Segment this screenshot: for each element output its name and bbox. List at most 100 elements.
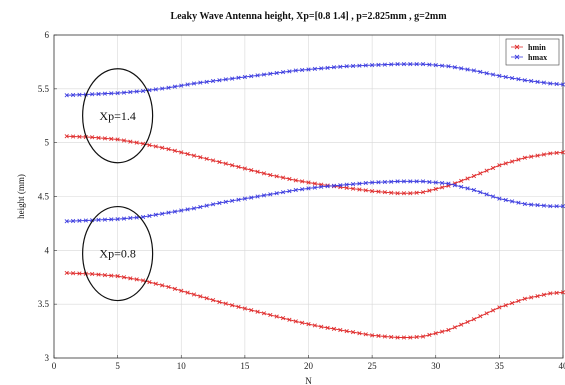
data-point bbox=[338, 327, 343, 333]
data-point bbox=[242, 74, 247, 80]
data-point bbox=[484, 71, 489, 76]
data-point bbox=[325, 184, 330, 189]
data-point bbox=[376, 333, 381, 339]
data-point bbox=[134, 140, 139, 145]
data-point bbox=[395, 61, 400, 67]
data-point bbox=[198, 155, 203, 160]
data-point bbox=[293, 187, 298, 193]
x-tick-label: 40 bbox=[559, 361, 565, 371]
data-point bbox=[548, 81, 553, 86]
data-point bbox=[370, 63, 375, 68]
data-point bbox=[274, 70, 279, 76]
data-point bbox=[560, 82, 565, 87]
data-point bbox=[185, 82, 190, 87]
data-point bbox=[77, 271, 82, 276]
data-point bbox=[191, 206, 197, 211]
data-point bbox=[166, 210, 171, 215]
data-point bbox=[217, 159, 222, 165]
data-point bbox=[255, 194, 260, 199]
data-point bbox=[560, 150, 565, 155]
data-point bbox=[560, 290, 565, 295]
series-hmin-Xp08 bbox=[64, 270, 565, 340]
data-point bbox=[535, 153, 540, 158]
x-axis-label: N bbox=[305, 376, 312, 385]
data-point bbox=[223, 161, 228, 166]
data-point bbox=[465, 319, 470, 325]
data-point bbox=[223, 301, 228, 306]
data-point bbox=[395, 335, 400, 340]
data-point bbox=[96, 217, 101, 223]
data-point bbox=[325, 325, 330, 330]
data-point bbox=[109, 273, 114, 278]
data-point bbox=[344, 185, 349, 191]
data-point bbox=[408, 179, 413, 184]
data-point bbox=[395, 179, 400, 184]
data-point bbox=[134, 277, 139, 282]
data-point bbox=[274, 191, 279, 196]
data-point bbox=[236, 164, 241, 170]
data-point bbox=[427, 188, 432, 193]
data-point bbox=[109, 136, 114, 142]
data-point bbox=[408, 61, 413, 67]
data-point bbox=[319, 66, 324, 71]
data-point bbox=[478, 69, 483, 74]
data-point bbox=[115, 91, 120, 96]
data-point bbox=[70, 271, 76, 276]
data-point bbox=[274, 314, 279, 319]
data-point bbox=[223, 199, 228, 205]
data-point bbox=[293, 319, 298, 324]
data-point bbox=[109, 217, 114, 222]
data-point bbox=[249, 168, 254, 173]
data-point bbox=[446, 327, 451, 333]
x-tick-label: 15 bbox=[240, 361, 250, 371]
data-point bbox=[465, 176, 470, 181]
data-point bbox=[376, 189, 381, 194]
data-point bbox=[102, 217, 108, 222]
data-point bbox=[128, 89, 133, 95]
data-point bbox=[134, 215, 139, 220]
data-point bbox=[191, 292, 197, 297]
data-point bbox=[261, 72, 267, 77]
data-point bbox=[548, 204, 553, 209]
data-point bbox=[363, 332, 368, 337]
data-point bbox=[166, 85, 171, 90]
data-point bbox=[420, 190, 426, 195]
legend-entry-label: hmax bbox=[528, 53, 547, 62]
data-point bbox=[541, 203, 547, 208]
data-point bbox=[306, 180, 311, 185]
data-point bbox=[230, 76, 235, 81]
y-tick-label: 5 bbox=[45, 138, 50, 148]
data-point bbox=[179, 208, 184, 213]
data-point bbox=[217, 299, 222, 305]
data-point bbox=[179, 288, 184, 293]
data-point bbox=[140, 88, 146, 94]
data-point bbox=[306, 67, 311, 72]
series-hmin-Xp14 bbox=[64, 134, 565, 196]
data-point bbox=[522, 78, 527, 83]
data-point bbox=[90, 92, 95, 97]
data-point bbox=[478, 171, 483, 176]
data-point bbox=[268, 71, 273, 76]
legend-swatch-marker bbox=[514, 54, 520, 60]
data-point bbox=[344, 182, 349, 187]
data-point bbox=[312, 185, 317, 190]
data-point bbox=[357, 63, 362, 68]
data-point bbox=[541, 80, 547, 85]
legend-box bbox=[505, 38, 560, 66]
data-point bbox=[191, 81, 197, 86]
data-point bbox=[503, 161, 508, 166]
data-point bbox=[363, 63, 368, 68]
data-point bbox=[357, 331, 362, 336]
data-point bbox=[471, 317, 477, 322]
legend-swatch-marker bbox=[514, 44, 520, 50]
data-point bbox=[446, 181, 451, 186]
data-point bbox=[77, 218, 82, 223]
data-point bbox=[529, 154, 534, 159]
data-point bbox=[382, 334, 387, 339]
data-point bbox=[268, 172, 273, 178]
data-point bbox=[280, 175, 286, 180]
data-point bbox=[319, 184, 324, 189]
data-point bbox=[370, 188, 375, 194]
data-point bbox=[121, 216, 127, 221]
